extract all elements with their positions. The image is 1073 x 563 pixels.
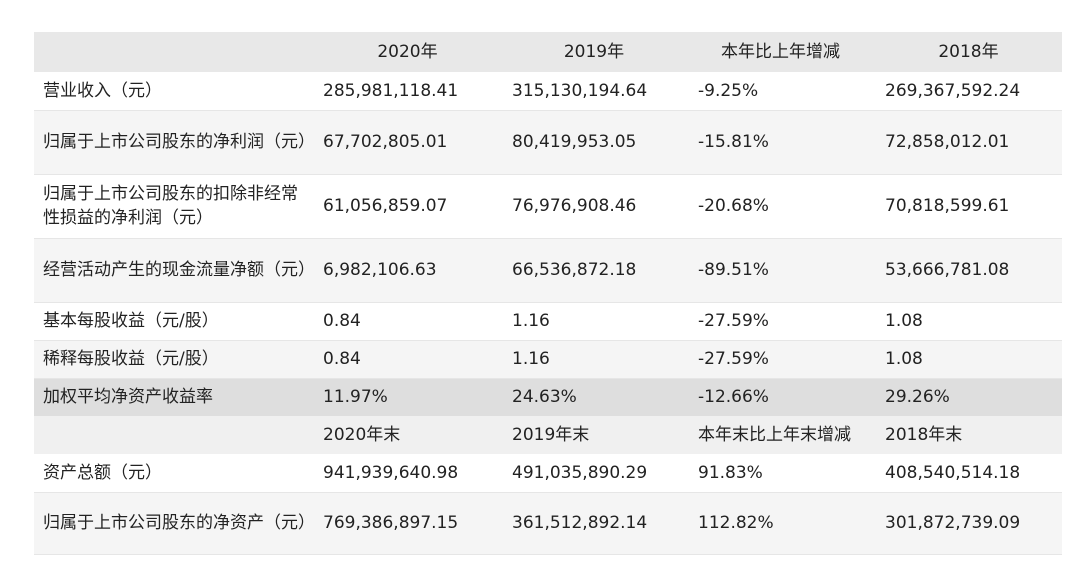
cell-2020: 67,702,805.01 [323, 132, 448, 152]
header-cell-empty [34, 32, 313, 72]
table-row: 稀释每股收益（元/股） 0.84 1.16 -27.59% 1.08 [34, 340, 1062, 378]
cell-2018: 70,818,599.61 [885, 196, 1010, 216]
cell-change: -89.51% [698, 260, 769, 280]
cell-2020: 0.84 [323, 349, 361, 369]
cell-2019: 361,512,892.14 [512, 513, 648, 533]
subheader-cell-2020: 2020年末 [323, 425, 401, 445]
cell-2020: 769,386,897.15 [323, 513, 459, 533]
cell-change: -27.59% [698, 349, 769, 369]
table-subheader-row: 2020年末 2019年末 本年末比上年末增减 2018年末 [34, 416, 1062, 454]
table-row: 归属于上市公司股东的净资产（元） 769,386,897.15 361,512,… [34, 492, 1062, 554]
financial-summary-table: 2020年 2019年 本年比上年增减 2018年 营业收入（元） 285,98… [34, 32, 1062, 555]
cell-2019: 315,130,194.64 [512, 80, 648, 101]
cell-change: -27.59% [698, 311, 769, 331]
row-label: 加权平均净资产收益率 [43, 387, 213, 408]
cell-change: -9.25% [698, 80, 759, 101]
table-row: 归属于上市公司股东的扣除非经常性损益的净利润（元） 61,056,859.07 … [34, 174, 1062, 238]
table-row: 营业收入（元） 285,981,118.41 315,130,194.64 -9… [34, 72, 1062, 110]
cell-2020: 6,982,106.63 [323, 260, 437, 280]
cell-2019: 1.16 [512, 349, 550, 369]
header-cell-2020: 2020年 [377, 42, 438, 62]
cell-2020: 0.84 [323, 311, 361, 331]
cell-2020: 11.97% [323, 387, 388, 408]
cell-2019: 24.63% [512, 387, 577, 408]
table-row: 归属于上市公司股东的净利润（元） 67,702,805.01 80,419,95… [34, 110, 1062, 174]
header-cell-2019: 2019年 [563, 42, 625, 62]
subheader-cell-2018: 2018年末 [885, 425, 963, 445]
cell-2018: 269,367,592.24 [885, 80, 1021, 101]
cell-2019: 76,976,908.46 [512, 196, 637, 216]
cell-2018: 1.08 [885, 311, 923, 331]
cell-2020: 285,981,118.41 [323, 80, 459, 101]
cell-2020: 941,939,640.98 [323, 462, 459, 483]
cell-change: -12.66% [698, 387, 769, 408]
row-label: 基本每股收益（元/股） [43, 311, 219, 331]
subheader-cell-2019: 2019年末 [512, 425, 590, 445]
table-header-row: 2020年 2019年 本年比上年增减 2018年 [34, 32, 1062, 72]
cell-2018: 301,872,739.09 [885, 513, 1021, 533]
table-row: 基本每股收益（元/股） 0.84 1.16 -27.59% 1.08 [34, 302, 1062, 340]
table-row: 资产总额（元） 941,939,640.98 491,035,890.29 91… [34, 454, 1062, 492]
subheader-cell-empty [34, 416, 313, 454]
cell-2019: 1.16 [512, 311, 550, 331]
cell-change: -15.81% [698, 132, 769, 152]
cell-2019: 80,419,953.05 [512, 132, 637, 152]
row-label: 资产总额（元） [43, 462, 162, 483]
cell-2020: 61,056,859.07 [323, 196, 448, 216]
cell-2019: 66,536,872.18 [512, 260, 637, 280]
table-row: 加权平均净资产收益率 11.97% 24.63% -12.66% 29.26% [34, 378, 1062, 416]
row-label: 归属于上市公司股东的净资产（元） [43, 513, 315, 533]
cell-2018: 72,858,012.01 [885, 132, 1010, 152]
cell-change: -20.68% [698, 196, 769, 216]
row-label: 营业收入（元） [43, 80, 162, 101]
header-cell-change: 本年比上年增减 [721, 42, 840, 62]
row-label: 经营活动产生的现金流量净额（元） [43, 260, 315, 280]
cell-2018: 53,666,781.08 [885, 260, 1010, 280]
cell-change: 112.82% [698, 513, 774, 533]
cell-2018: 29.26% [885, 387, 950, 408]
header-cell-2018: 2018年 [938, 42, 999, 62]
cell-2019: 491,035,890.29 [512, 462, 648, 483]
row-label: 归属于上市公司股东的净利润（元） [43, 132, 315, 152]
row-label: 稀释每股收益（元/股） [43, 349, 219, 369]
cell-change: 91.83% [698, 462, 763, 483]
cell-2018: 1.08 [885, 349, 923, 369]
cell-2018: 408,540,514.18 [885, 462, 1021, 483]
table-row: 经营活动产生的现金流量净额（元） 6,982,106.63 66,536,872… [34, 238, 1062, 302]
row-label: 归属于上市公司股东的扣除非经常性损益的净利润（元） [43, 184, 298, 228]
subheader-cell-change: 本年末比上年末增减 [698, 425, 851, 445]
